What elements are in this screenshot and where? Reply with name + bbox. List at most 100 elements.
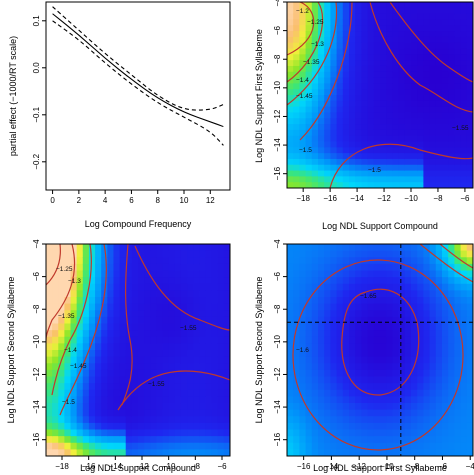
heatmap-cell [349, 244, 356, 252]
heatmap-cell [373, 65, 381, 73]
heatmap-cell [380, 112, 387, 119]
heatmap-cell [138, 436, 145, 444]
heatmap-cell [318, 176, 325, 183]
heatmap-cell [404, 25, 412, 32]
heatmap-cell [174, 356, 182, 364]
heatmap-cell [205, 316, 213, 325]
heatmap-cell [199, 383, 207, 391]
heatmap-cell [101, 316, 108, 325]
heatmap-cell [211, 449, 219, 456]
heatmap-cell [404, 416, 412, 424]
heatmap-cell [119, 449, 127, 456]
heatmap-cell [150, 396, 157, 404]
heatmap-cell [162, 297, 170, 305]
heatmap-cell [460, 129, 468, 137]
heatmap-cell [168, 323, 176, 331]
heatmap-cell [435, 396, 443, 404]
heatmap-cell [460, 449, 468, 456]
heatmap-cell [355, 403, 362, 411]
heatmap-cell [398, 244, 406, 252]
heatmap-cell [349, 376, 356, 384]
heatmap-cell [287, 106, 294, 114]
heatmap-cell [58, 263, 65, 272]
heatmap-cell [199, 389, 207, 397]
heatmap-cell [411, 257, 418, 265]
heatmap-cell [330, 124, 338, 131]
heatmap-cell [324, 330, 331, 338]
heatmap-cell [380, 316, 387, 325]
heatmap-cell [429, 244, 437, 252]
heatmap-cell [70, 297, 78, 305]
heatmap-cell [168, 422, 176, 431]
heatmap-cell [411, 42, 418, 50]
heatmap-cell [367, 124, 375, 131]
heatmap-cell [311, 42, 319, 50]
heatmap-cell [361, 270, 369, 278]
heatmap-cell [162, 396, 170, 404]
heatmap-cell [156, 290, 164, 298]
heatmap-cell [429, 403, 437, 411]
heatmap-cell [131, 429, 139, 437]
heatmap-cell [211, 283, 219, 291]
heatmap-cell [336, 290, 344, 298]
heatmap-cell [373, 60, 381, 67]
heatmap-cell [355, 376, 362, 384]
heatmap-cell [349, 135, 356, 143]
heatmap-cell [318, 182, 325, 188]
heatmap-cell [355, 135, 362, 143]
heatmap-cell [454, 376, 462, 384]
heatmap-cell [373, 135, 381, 143]
heatmap-cell [392, 176, 400, 183]
heatmap-cell [392, 65, 400, 73]
heatmap-cell [373, 416, 381, 424]
heatmap-cell [205, 277, 213, 285]
heatmap-cell [429, 429, 437, 437]
heatmap-cell [64, 323, 72, 331]
heatmap-cell [448, 164, 455, 172]
heatmap-cell [336, 297, 344, 305]
heatmap-cell [417, 19, 424, 26]
heatmap-cell [223, 416, 230, 424]
heatmap-cell [336, 147, 344, 154]
heatmap-cell [299, 158, 307, 166]
heatmap-cell [342, 31, 350, 38]
heatmap-cell [58, 283, 65, 291]
heatmap-cell [299, 65, 307, 73]
heatmap-cell [411, 263, 418, 272]
heatmap-cell [125, 376, 133, 384]
heatmap-cell [361, 396, 369, 404]
heatmap-cell [187, 449, 194, 456]
heatmap-cell [380, 65, 387, 73]
heatmap-cell [466, 147, 473, 154]
heatmap-cell [193, 323, 200, 331]
heatmap-cell [330, 250, 338, 258]
heatmap-cell [107, 436, 115, 444]
heatmap-cell [299, 182, 307, 188]
heatmap-cell [342, 356, 350, 364]
heatmap-cell [336, 343, 344, 351]
heatmap-cell [367, 356, 375, 364]
heatmap-cell [386, 182, 393, 188]
heatmap-cell [417, 356, 424, 364]
y-tick-label: 0.0 [32, 62, 41, 74]
heatmap-cell [305, 95, 313, 102]
heatmap-cell [193, 383, 200, 391]
heatmap-cell [311, 244, 319, 252]
heatmap-cell [361, 244, 369, 252]
heatmap-cell [342, 100, 350, 108]
heatmap-cell [223, 257, 230, 265]
heatmap-cell [311, 25, 319, 32]
heatmap-cell [299, 250, 307, 258]
heatmap-cell [311, 124, 319, 131]
heatmap-cell [168, 244, 176, 252]
heatmap-cell [442, 330, 449, 338]
heatmap-cell [324, 95, 331, 102]
heatmap-cell [367, 100, 375, 108]
x-tick-label: −6 [460, 194, 470, 203]
heatmap-cell [187, 270, 194, 278]
heatmap-cell [156, 389, 164, 397]
heatmap-cell [442, 297, 449, 305]
heatmap-cell [330, 244, 338, 252]
heatmap-cell [349, 19, 356, 26]
heatmap-cell [349, 77, 356, 84]
